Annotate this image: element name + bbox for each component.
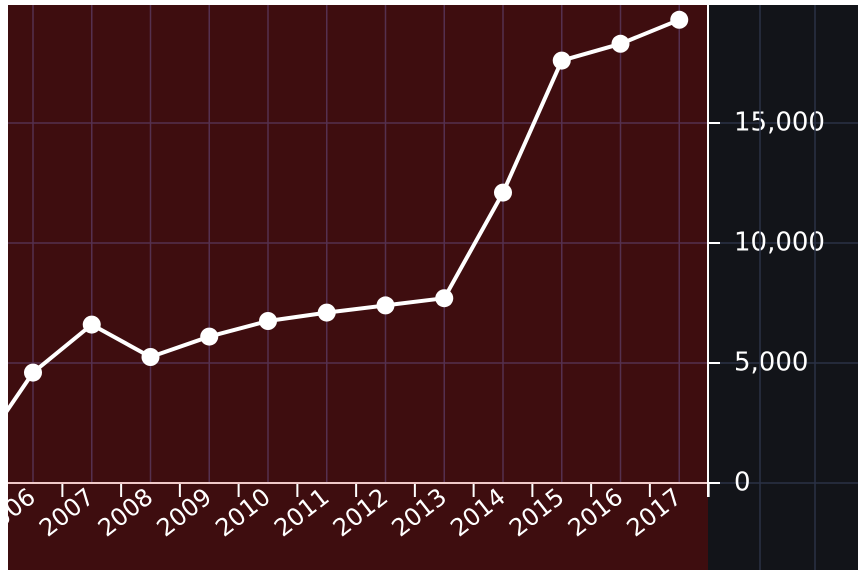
- data-point: [670, 10, 689, 29]
- data-point: [317, 303, 336, 322]
- plot-background: [8, 5, 708, 570]
- data-point: [552, 51, 571, 70]
- data-point: [494, 183, 512, 202]
- y-tick-label: 15,000: [734, 108, 825, 138]
- data-point: [24, 363, 42, 382]
- data-point: [200, 327, 219, 346]
- data-point: [141, 348, 160, 366]
- data-point: [259, 312, 277, 330]
- side-panel: [708, 5, 858, 570]
- data-point: [435, 289, 454, 308]
- y-tick-label: 5,000: [734, 348, 808, 378]
- y-tick-label: 0: [734, 468, 751, 498]
- data-point: [611, 34, 630, 53]
- data-point: [82, 315, 101, 334]
- y-tick-label: 10,000: [734, 228, 825, 258]
- data-point: [376, 296, 395, 315]
